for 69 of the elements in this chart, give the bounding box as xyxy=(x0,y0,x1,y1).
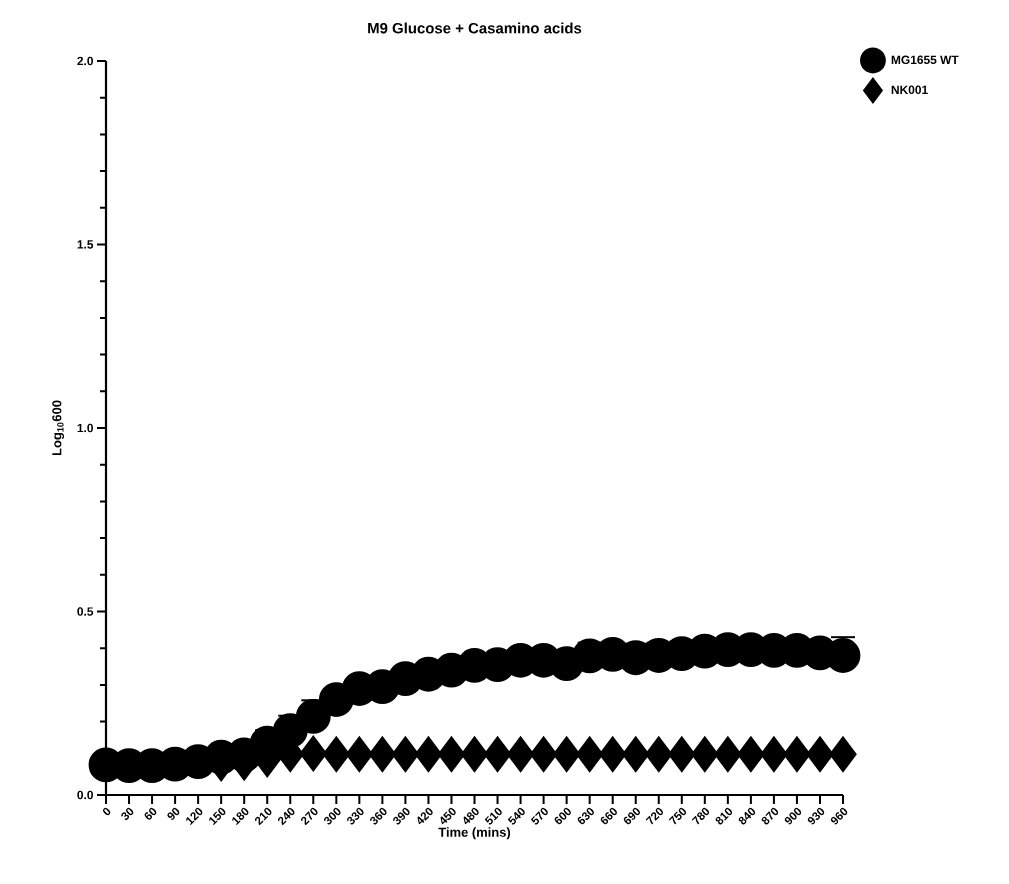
point xyxy=(299,735,327,772)
x-tick-label: 300 xyxy=(324,807,341,825)
point xyxy=(714,736,742,773)
x-tick-label: 570 xyxy=(530,807,548,825)
x-tick-label: 390 xyxy=(393,807,410,825)
x-tick-label: 600 xyxy=(554,807,571,825)
x-tick-label: 960 xyxy=(830,807,848,825)
legend-label: NK001 xyxy=(891,85,928,95)
point xyxy=(737,736,765,773)
x-tick-label: 210 xyxy=(255,807,272,826)
point xyxy=(322,736,350,773)
point xyxy=(368,736,397,773)
point xyxy=(806,736,834,773)
y-tick-label: 1.0 xyxy=(77,423,93,433)
x-tick-label: 30 xyxy=(121,807,134,820)
point xyxy=(437,736,466,773)
y-tick-label: 0.5 xyxy=(77,607,94,616)
x-tick-label: 270 xyxy=(301,807,318,826)
x-tick-label: 870 xyxy=(761,807,779,825)
x-tick-label: 750 xyxy=(668,807,687,825)
point xyxy=(272,713,308,749)
x-tick-label: 450 xyxy=(440,807,456,825)
point xyxy=(414,736,443,773)
point xyxy=(552,736,581,773)
y-axis-title: Log$_{10}$600 xyxy=(52,400,65,456)
point xyxy=(783,736,811,773)
point xyxy=(391,736,420,773)
point xyxy=(599,736,627,773)
x-tick-label: 330 xyxy=(347,807,364,825)
x-tick-label: 930 xyxy=(807,807,825,825)
x-tick-label: 90 xyxy=(167,807,180,820)
point xyxy=(576,736,604,773)
x-tick-label: 240 xyxy=(278,807,295,826)
x-tick-label: 510 xyxy=(484,807,502,825)
x-tick-label: 120 xyxy=(186,807,203,826)
x-tick-label: 780 xyxy=(691,807,710,825)
x-tick-label: 420 xyxy=(417,807,433,825)
point xyxy=(483,736,512,773)
x-tick-label: 810 xyxy=(715,807,733,825)
y-tick-label: 0.0 xyxy=(77,790,93,800)
point xyxy=(295,699,331,734)
y-tick-label: 1.5 xyxy=(77,240,94,249)
chart-title: M9 Glucose + Casamino acids xyxy=(368,22,582,34)
x-tick-label: 660 xyxy=(600,807,617,825)
x-axis-title: Time (mins) xyxy=(438,827,511,840)
point xyxy=(668,736,696,773)
point xyxy=(645,736,673,773)
point xyxy=(460,736,489,773)
x-tick-label: 900 xyxy=(784,807,802,825)
legend-label: MG1655 WT xyxy=(891,55,959,65)
point xyxy=(345,736,373,773)
x-tick-label: 480 xyxy=(463,807,479,825)
x-tick-label: 0 xyxy=(102,807,111,816)
point xyxy=(760,736,788,773)
x-tick-label: 540 xyxy=(507,807,525,825)
point xyxy=(691,736,719,773)
x-tick-label: 840 xyxy=(738,807,756,825)
x-tick-label: 150 xyxy=(209,807,226,826)
x-tick-label: 180 xyxy=(232,807,249,826)
x-tick-label: 360 xyxy=(370,807,387,825)
x-tick-label: 60 xyxy=(144,807,157,820)
y-tick-label: 2.0 xyxy=(77,56,93,66)
x-tick-label: 690 xyxy=(623,807,640,825)
x-tick-label: 630 xyxy=(577,807,594,825)
point xyxy=(506,736,535,773)
x-tick-label: 720 xyxy=(645,807,663,825)
point xyxy=(529,736,558,773)
point xyxy=(829,736,857,773)
point xyxy=(622,736,650,773)
